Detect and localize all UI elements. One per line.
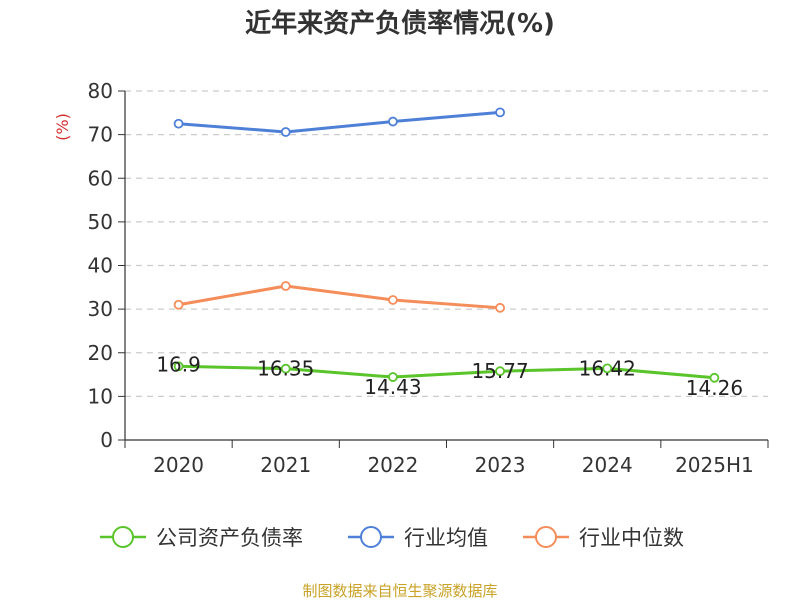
source-note: 制图数据来自恒生聚源数据库 <box>302 582 497 600</box>
data-point-2-2023 <box>495 302 505 313</box>
series-line-0 <box>178 364 715 380</box>
x-tick-label-2023: 2023 <box>475 453 526 477</box>
data-label-2021: 16.35 <box>257 357 314 381</box>
x-tick-label-2025H1: 2025H1 <box>675 453 754 477</box>
y-tick-label-30: 30 <box>88 297 113 321</box>
legend-marker-0 <box>112 526 134 548</box>
legend-item-0: 公司资产负债率 <box>100 526 303 550</box>
data-point-0-2021 <box>280 363 291 374</box>
data-point-0-2025H1 <box>709 372 720 383</box>
legend-marker-2 <box>535 526 557 548</box>
x-tick-label-2020: 2020 <box>153 453 204 477</box>
data-point-1-2021 <box>280 127 291 137</box>
y-axis-unit: (%) <box>53 113 72 141</box>
data-label-2025H1: 14.26 <box>686 376 743 400</box>
data-point-1-2023 <box>495 107 505 118</box>
y-tick-label-40: 40 <box>88 254 113 278</box>
y-tick-label-20: 20 <box>88 341 113 365</box>
grid-lines <box>125 90 768 397</box>
legend-item-1: 行业均值 <box>348 526 488 550</box>
data-point-2-2020 <box>173 299 184 310</box>
plot-area <box>173 107 720 383</box>
y-tick-label-0: 0 <box>100 428 113 452</box>
x-tick-label-2022: 2022 <box>367 453 418 477</box>
y-tick-label-60: 60 <box>88 166 113 190</box>
data-point-0-2022 <box>388 372 398 382</box>
x-tick-label-2024: 2024 <box>582 453 633 477</box>
y-tick-label-70: 70 <box>88 123 113 147</box>
series-line-2 <box>178 284 501 310</box>
data-point-0-2023 <box>495 366 505 377</box>
data-labels: 16.9 16.35 14.43 15.77 16.42 14.26 <box>156 352 743 400</box>
legend: 公司资产负债率 行业均值 行业中位数 <box>100 526 684 550</box>
data-point-1-2020 <box>173 118 184 129</box>
data-label-2024: 16.42 <box>579 356 636 380</box>
data-label-2022: 14.43 <box>364 375 421 399</box>
data-point-0-2024 <box>602 363 613 374</box>
axes: 0 10 20 30 40 50 60 70 80 2020 2021 2022 2023 2024 202… <box>88 79 769 477</box>
series-0 <box>173 361 720 383</box>
y-tick-label-50: 50 <box>88 210 113 234</box>
series-line-1 <box>178 110 501 134</box>
legend-label-2: 行业中位数 <box>579 526 684 550</box>
series-2 <box>173 281 505 313</box>
legend-label-0: 公司资产负债率 <box>156 526 303 550</box>
chart-title: 近年来资产负债率情况(%) <box>245 8 555 39</box>
x-tick-label-2021: 2021 <box>260 453 311 477</box>
data-point-2-2022 <box>388 295 398 305</box>
data-label-2023: 15.77 <box>471 359 528 383</box>
legend-marker-1 <box>360 526 382 548</box>
legend-item-2: 行业中位数 <box>523 526 684 550</box>
y-tick-label-80: 80 <box>88 79 113 103</box>
y-tick-label-10: 10 <box>88 384 113 408</box>
series-1 <box>173 107 505 137</box>
data-point-0-2020 <box>173 361 184 372</box>
data-label-2020: 16.9 <box>156 352 201 376</box>
data-point-1-2022 <box>388 116 398 127</box>
data-point-2-2021 <box>280 281 291 291</box>
legend-label-1: 行业均值 <box>404 526 488 550</box>
